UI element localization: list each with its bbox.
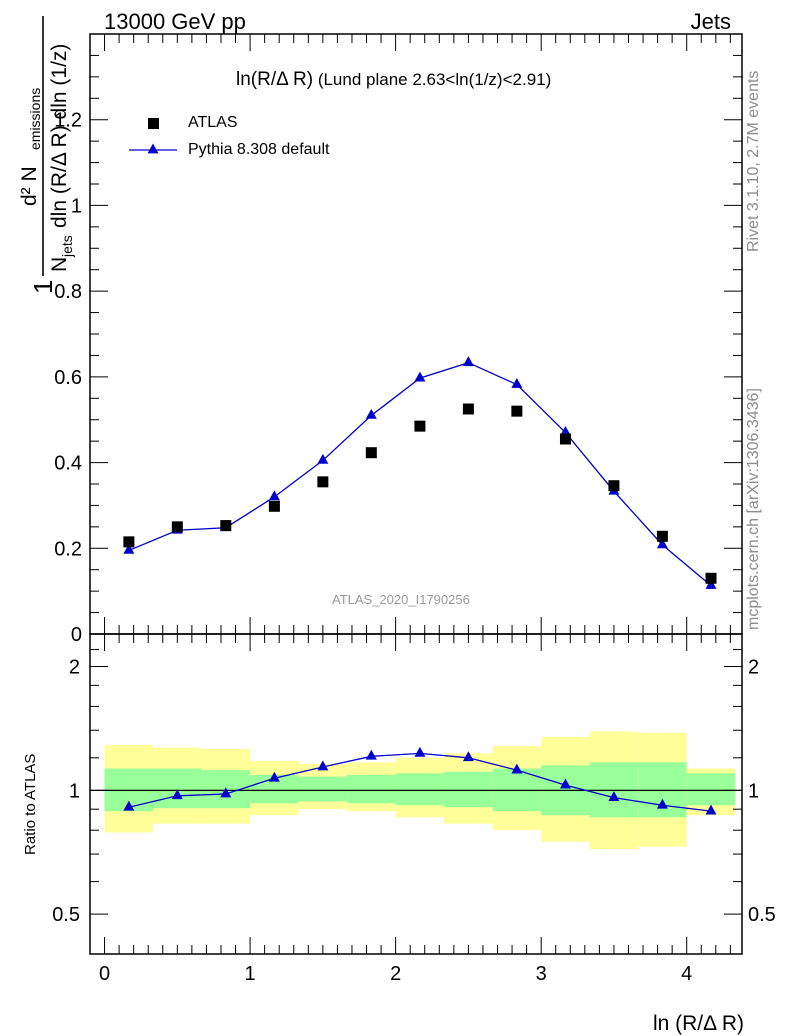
atlas-point: [511, 405, 523, 417]
y-label-denominator-rest: dln (R/Δ R) dln (1/z): [48, 44, 71, 228]
atlas-point: [171, 521, 183, 533]
y-label-numerator-sub: emissions: [27, 88, 43, 150]
ratio-point: [365, 749, 377, 760]
atlas-point: [608, 480, 620, 492]
legend-markers: [129, 118, 177, 154]
ratio-point: [317, 760, 329, 771]
data-marks: [123, 356, 717, 815]
main-y-tick-label: 1.2: [54, 110, 82, 132]
main-plot-frame: [89, 33, 743, 635]
atlas-point: [462, 403, 474, 415]
atlas-point: [705, 572, 717, 584]
atlas-point: [559, 433, 571, 445]
pythia-point: [317, 453, 329, 464]
atlas-point: [220, 520, 232, 532]
ratio-point: [123, 800, 135, 811]
x-tick-label: 1: [245, 963, 256, 985]
pythia-point: [705, 579, 717, 589]
pythia-point: [268, 490, 280, 501]
pythia-point: [559, 426, 571, 436]
ratio-band-inner: [153, 768, 202, 809]
ratio-band-inner: [444, 771, 493, 808]
ratio-band-inner: [686, 773, 736, 806]
legend-marker-atlas: [148, 118, 159, 129]
main-y-tick-label: 1: [71, 195, 82, 217]
ratio-y-tick-label-right: 0.5: [748, 904, 776, 926]
analysis-tag: ATLAS_2020_I1790256: [332, 592, 470, 607]
y-label-denominator-n: N: [48, 257, 71, 272]
ratio-point: [171, 789, 183, 800]
legend-marker-pythia: [147, 143, 159, 154]
ratio-point: [462, 751, 474, 762]
plot-title-main: ln(R/Δ R): [236, 69, 314, 90]
x-tick-label: 4: [681, 963, 692, 985]
pythia-point: [511, 378, 523, 388]
main-y-axis-label-svg: 1 d² N emissions N jets dln (R/Δ R) dln …: [18, 16, 75, 294]
ratio-point: [608, 791, 620, 802]
axis-tick-labels: 0 1 2 3 4 0 0.2 0.4 0.6 0.8 1 1.2 0.5 0.5 1 1 2 2: [52, 110, 776, 985]
header-jets-label: Jets: [690, 9, 731, 34]
ratio-y-tick-label-right: 2: [748, 657, 759, 679]
main-y-tick-label: 0.4: [54, 453, 82, 475]
atlas-point: [123, 536, 135, 548]
ratio-point: [220, 787, 232, 798]
pythia-point: [656, 538, 668, 549]
pythia-point: [123, 543, 135, 554]
ratio-plot-frame: [89, 633, 743, 955]
main-y-tick-label: 0.8: [54, 281, 82, 303]
x-tick-label: 2: [390, 963, 401, 985]
pythia-point: [462, 356, 474, 367]
atlas-point: [365, 447, 377, 459]
legend-label-pythia: Pythia 8.308 default: [188, 141, 330, 158]
atlas-point: [414, 420, 426, 432]
atlas-point: [268, 500, 280, 512]
y-label-denominator-sub: jets: [59, 235, 75, 258]
atlas-point: [656, 530, 668, 542]
ratio-point: [656, 798, 668, 809]
ratio-band-inner: [298, 776, 348, 802]
pythia-point: [365, 408, 377, 419]
ratio-point: [268, 771, 280, 782]
ratio-band-inner: [347, 774, 396, 804]
atlas-point: [317, 476, 329, 488]
main-y-tick-label: 0.6: [54, 367, 82, 389]
y-label-numerator: d² N: [18, 166, 41, 206]
plot-title-sub: (Lund plane 2.63<ln(1/z)<2.91): [313, 70, 552, 89]
y-label-one: 1: [28, 280, 58, 294]
x-tick-label: 0: [99, 963, 110, 985]
ratio-y-tick-label-right: 1: [748, 780, 759, 802]
main-y-tick-label: 0.2: [54, 538, 82, 560]
main-y-tick-label: 0: [71, 624, 82, 646]
axis-ticks: [89, 33, 742, 954]
ratio-point: [705, 804, 717, 815]
x-tick-label: 3: [536, 963, 547, 985]
legend-label-atlas: ATLAS: [188, 114, 238, 131]
ratio-band-inner: [395, 773, 445, 806]
ratio-y-tick-label: 0.5: [52, 904, 80, 926]
ratio-point: [414, 746, 426, 757]
ratio-y-tick-label: 2: [69, 657, 80, 679]
ratio-point: [511, 763, 523, 774]
ratio-point: [559, 778, 571, 789]
main-y-axis-label: 1 d² N emissions N jets dln (R/Δ R) dln …: [6, 10, 76, 300]
pythia-point: [414, 371, 426, 382]
header-energy-label: 13000 GeV pp: [104, 9, 246, 34]
pythia-series-line: [128, 362, 712, 587]
plot-title: ln(R/Δ R) (Lund plane 2.63<ln(1/z)<2.91): [236, 69, 551, 91]
ratio-y-tick-label: 1: [69, 780, 80, 802]
